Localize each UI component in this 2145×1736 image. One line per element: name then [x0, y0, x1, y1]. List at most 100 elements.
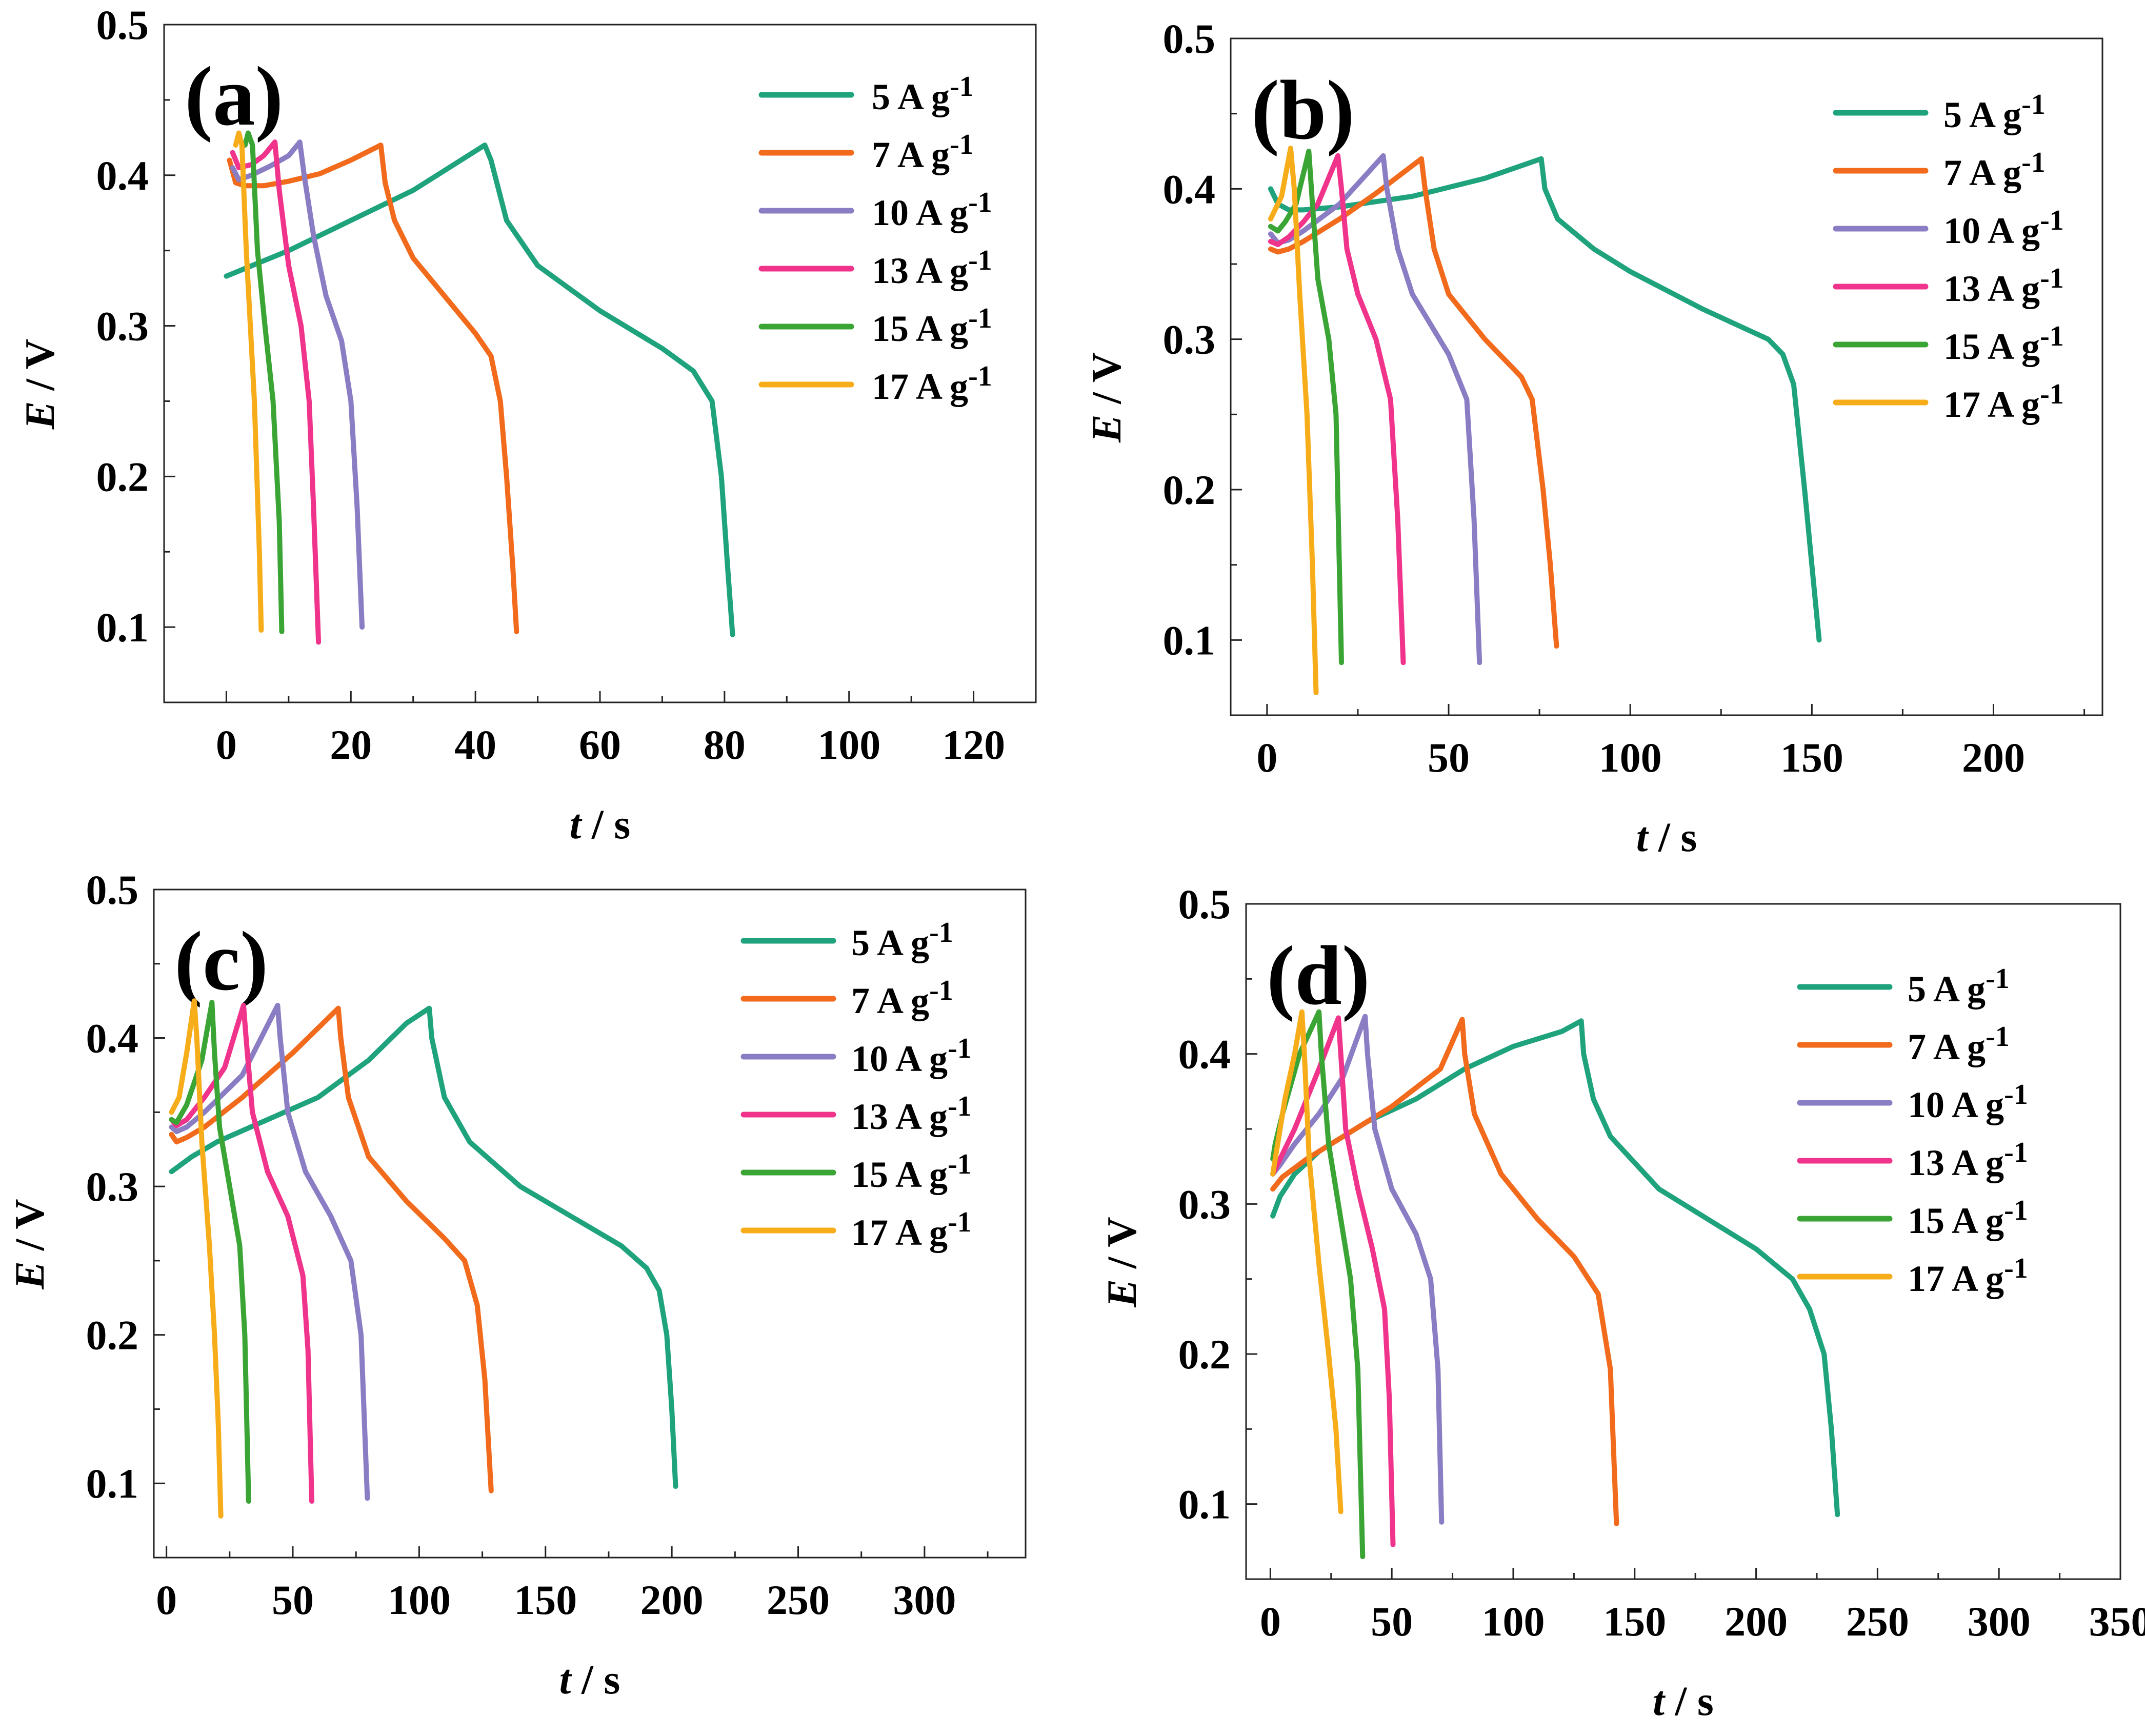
legend: 5 A g-17 A g-110 A g-113 A g-115 A g-117… — [1833, 89, 2064, 425]
y-tick-label: 0.3 — [86, 1163, 139, 1210]
x-tick-label: 350 — [2089, 1598, 2145, 1645]
legend-label: 7 A g-1 — [872, 129, 974, 175]
y-axis-label-unit: / V — [16, 339, 63, 401]
legend-label: 7 A g-1 — [1908, 1021, 2010, 1067]
legend-label-text: 13 A g — [872, 250, 968, 291]
legend-label-exponent: -1 — [950, 129, 974, 160]
x-axis-label-unit: / s — [582, 801, 631, 847]
legend-label: 15 A g-1 — [872, 302, 992, 349]
legend-label: 5 A g-1 — [872, 71, 974, 117]
y-axis-label: E / V — [6, 1199, 53, 1289]
x-tick-label: 300 — [1968, 1598, 2031, 1645]
legend-label-text: 17 A g — [851, 1212, 948, 1253]
x-axis-label-var: t — [559, 1656, 572, 1703]
x-axis-label-var: t — [570, 801, 583, 847]
y-tick-label: 0.1 — [86, 1460, 139, 1507]
x-tick-label: 20 — [330, 721, 372, 768]
x-axis-label-var: t — [1653, 1678, 1666, 1724]
legend-label-exponent: -1 — [2021, 89, 2046, 120]
x-tick-label: 0 — [1256, 734, 1277, 781]
legend-label-text: 7 A g — [1943, 152, 2021, 193]
x-tick-label: 100 — [1481, 1598, 1545, 1645]
y-tick-label: 0.1 — [1163, 617, 1216, 663]
legend-label-text: 15 A g — [851, 1154, 948, 1195]
legend-label-text: 5 A g — [1908, 968, 1986, 1010]
y-tick-label: 0.4 — [96, 152, 149, 199]
legend-label-exponent: -1 — [2004, 1253, 2028, 1284]
legend-label-text: 13 A g — [1943, 268, 2040, 309]
x-tick-label: 300 — [893, 1577, 956, 1623]
x-tick-label: 150 — [1780, 734, 1843, 781]
x-tick-label: 200 — [1725, 1598, 1788, 1645]
legend-label-exponent: -1 — [1986, 963, 2010, 995]
y-axis-label: E / V — [1098, 1217, 1145, 1307]
legend-label-exponent: -1 — [948, 1091, 972, 1122]
legend: 5 A g-17 A g-110 A g-113 A g-115 A g-117… — [740, 917, 972, 1253]
series-line-17-a-g — [1268, 146, 1319, 695]
legend-label-text: 10 A g — [851, 1038, 948, 1079]
plot-frame — [1230, 37, 2103, 716]
legend-label-text: 17 A g — [872, 366, 968, 407]
legend-label: 15 A g-1 — [851, 1148, 972, 1195]
x-tick-label: 60 — [579, 721, 621, 768]
legend-label: 13 A g-1 — [1908, 1137, 2028, 1183]
legend-label-text: 17 A g — [1943, 384, 2040, 425]
panel-c: 0 50 100 150 200 250 300 0.1 0.2 0.3 0.4 0.5 t / s E … — [6, 866, 1027, 1703]
legend-label: 13 A g-1 — [851, 1091, 972, 1137]
x-tick-label: 50 — [1428, 734, 1470, 781]
x-axis-label-unit: / s — [1648, 814, 1697, 860]
series-line-15-a-g — [1268, 149, 1344, 665]
y-axis-label-var: E — [1098, 1279, 1145, 1308]
legend-label-text: 13 A g — [1908, 1142, 2004, 1183]
y-axis-label-unit: / V — [6, 1199, 53, 1261]
legend-label: 7 A g-1 — [1943, 147, 2046, 193]
legend-label: 5 A g-1 — [1908, 963, 2010, 1010]
y-axis-label: E / V — [1083, 352, 1130, 443]
y-tick-label: 0.2 — [1178, 1331, 1231, 1378]
legend-label-exponent: -1 — [948, 1206, 972, 1238]
x-tick-label: 100 — [1599, 734, 1662, 781]
y-tick-label: 0.3 — [1178, 1181, 1231, 1227]
legend-label: 10 A g-1 — [851, 1033, 972, 1079]
legend-label-text: 5 A g — [1943, 94, 2021, 135]
x-tick-label: 150 — [1603, 1598, 1666, 1645]
legend-label-text: 15 A g — [1908, 1200, 2004, 1241]
y-axis-label-var: E — [16, 401, 63, 430]
legend-label: 7 A g-1 — [851, 975, 953, 1021]
x-tick-label: 250 — [767, 1577, 830, 1623]
x-tick-label: 150 — [514, 1577, 577, 1623]
x-axis-label-unit: / s — [571, 1656, 620, 1703]
panel-label: (a) — [185, 49, 283, 143]
panel-label: (c) — [174, 914, 268, 1008]
series-line-10-a-g — [169, 1002, 370, 1501]
x-tick-label: 0 — [156, 1577, 177, 1623]
x-axis-label-unit: / s — [1665, 1678, 1714, 1724]
legend-label: 17 A g-1 — [1943, 378, 2064, 425]
y-tick-label: 0.1 — [1178, 1481, 1231, 1528]
legend-label-exponent: -1 — [2004, 1137, 2028, 1168]
series-line-5-a-g — [224, 143, 735, 637]
series-line-13-a-g — [230, 139, 322, 645]
legend-label-exponent: -1 — [2040, 320, 2064, 352]
legend-label-text: 5 A g — [872, 76, 950, 117]
legend-label-exponent: -1 — [2040, 378, 2064, 410]
legend-label-text: 10 A g — [1943, 210, 2040, 251]
plot-frame — [1245, 903, 2121, 1580]
legend-label: 5 A g-1 — [1943, 89, 2046, 135]
legend: 5 A g-17 A g-110 A g-113 A g-115 A g-117… — [758, 71, 992, 407]
legend: 5 A g-17 A g-110 A g-113 A g-115 A g-117… — [1797, 963, 2028, 1299]
series-line-10-a-g — [230, 139, 365, 630]
x-tick-label: 50 — [1371, 1598, 1413, 1645]
series-line-17-a-g — [1270, 1009, 1344, 1515]
legend-label-exponent: -1 — [2004, 1079, 2028, 1111]
legend-label-text: 10 A g — [1908, 1084, 2004, 1125]
y-axis-label: E / V — [16, 339, 63, 430]
series-line-5-a-g — [169, 1005, 678, 1489]
legend-label-exponent: -1 — [929, 917, 953, 948]
legend-label: 13 A g-1 — [1943, 263, 2064, 309]
x-tick-label: 200 — [640, 1577, 704, 1623]
legend-label-text: 17 A g — [1908, 1258, 2004, 1299]
legend-label-exponent: -1 — [1986, 1021, 2010, 1053]
legend-label-exponent: -1 — [968, 187, 992, 218]
legend-label: 17 A g-1 — [872, 360, 992, 407]
